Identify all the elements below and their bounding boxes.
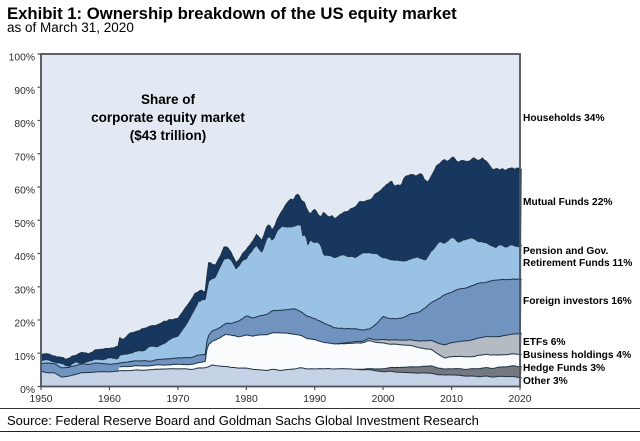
svg-text:1960: 1960 (98, 394, 121, 405)
svg-text:2000: 2000 (372, 394, 395, 405)
svg-text:30%: 30% (14, 285, 35, 296)
svg-text:20%: 20% (14, 319, 35, 330)
svg-text:80%: 80% (14, 119, 35, 130)
svg-text:50%: 50% (14, 219, 35, 230)
svg-text:1990: 1990 (303, 394, 326, 405)
svg-text:1980: 1980 (235, 394, 258, 405)
svg-text:1970: 1970 (166, 394, 189, 405)
svg-text:40%: 40% (14, 252, 35, 263)
svg-text:70%: 70% (14, 152, 35, 163)
svg-text:90%: 90% (14, 86, 35, 97)
svg-text:1950: 1950 (30, 394, 53, 405)
svg-text:0%: 0% (20, 385, 35, 396)
svg-text:100%: 100% (9, 53, 35, 64)
svg-text:2010: 2010 (440, 394, 463, 405)
svg-text:60%: 60% (14, 186, 35, 197)
svg-text:10%: 10% (14, 352, 35, 363)
svg-text:2020: 2020 (509, 394, 532, 405)
